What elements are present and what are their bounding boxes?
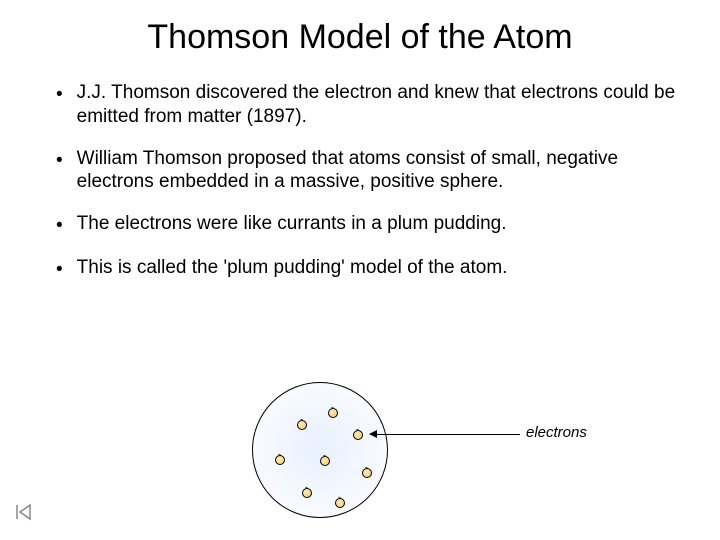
bullet-list: • J.J. Thomson discovered the electron a… bbox=[0, 81, 720, 282]
pointer-arrow-head-icon bbox=[369, 430, 377, 438]
electrons-label: electrons bbox=[526, 424, 587, 441]
first-slide-icon[interactable] bbox=[14, 502, 34, 522]
bullet-text: The electrons were like currants in a pl… bbox=[77, 212, 507, 236]
bullet-item: • The electrons were like currants in a … bbox=[56, 212, 680, 238]
bullet-text: This is called the 'plum pudding' model … bbox=[77, 256, 508, 280]
bullet-item: • J.J. Thomson discovered the electron a… bbox=[56, 81, 680, 129]
bullet-item: • William Thomson proposed that atoms co… bbox=[56, 147, 680, 195]
bullet-text: J.J. Thomson discovered the electron and… bbox=[77, 81, 680, 129]
electron bbox=[320, 456, 330, 466]
electron bbox=[335, 498, 345, 508]
electron bbox=[353, 430, 363, 440]
bullet-dot-icon: • bbox=[56, 149, 63, 173]
bullet-text: William Thomson proposed that atoms cons… bbox=[77, 147, 680, 195]
bullet-dot-icon: • bbox=[56, 214, 63, 238]
electron bbox=[302, 488, 312, 498]
electron bbox=[297, 420, 307, 430]
electron bbox=[362, 468, 372, 478]
bullet-dot-icon: • bbox=[56, 83, 63, 107]
bullet-item: • This is called the 'plum pudding' mode… bbox=[56, 256, 680, 282]
electron bbox=[275, 455, 285, 465]
pointer-arrow-line bbox=[370, 434, 520, 435]
slide-title: Thomson Model of the Atom bbox=[0, 0, 720, 81]
atom-sphere bbox=[252, 382, 388, 518]
bullet-dot-icon: • bbox=[56, 258, 63, 282]
electron bbox=[328, 408, 338, 418]
